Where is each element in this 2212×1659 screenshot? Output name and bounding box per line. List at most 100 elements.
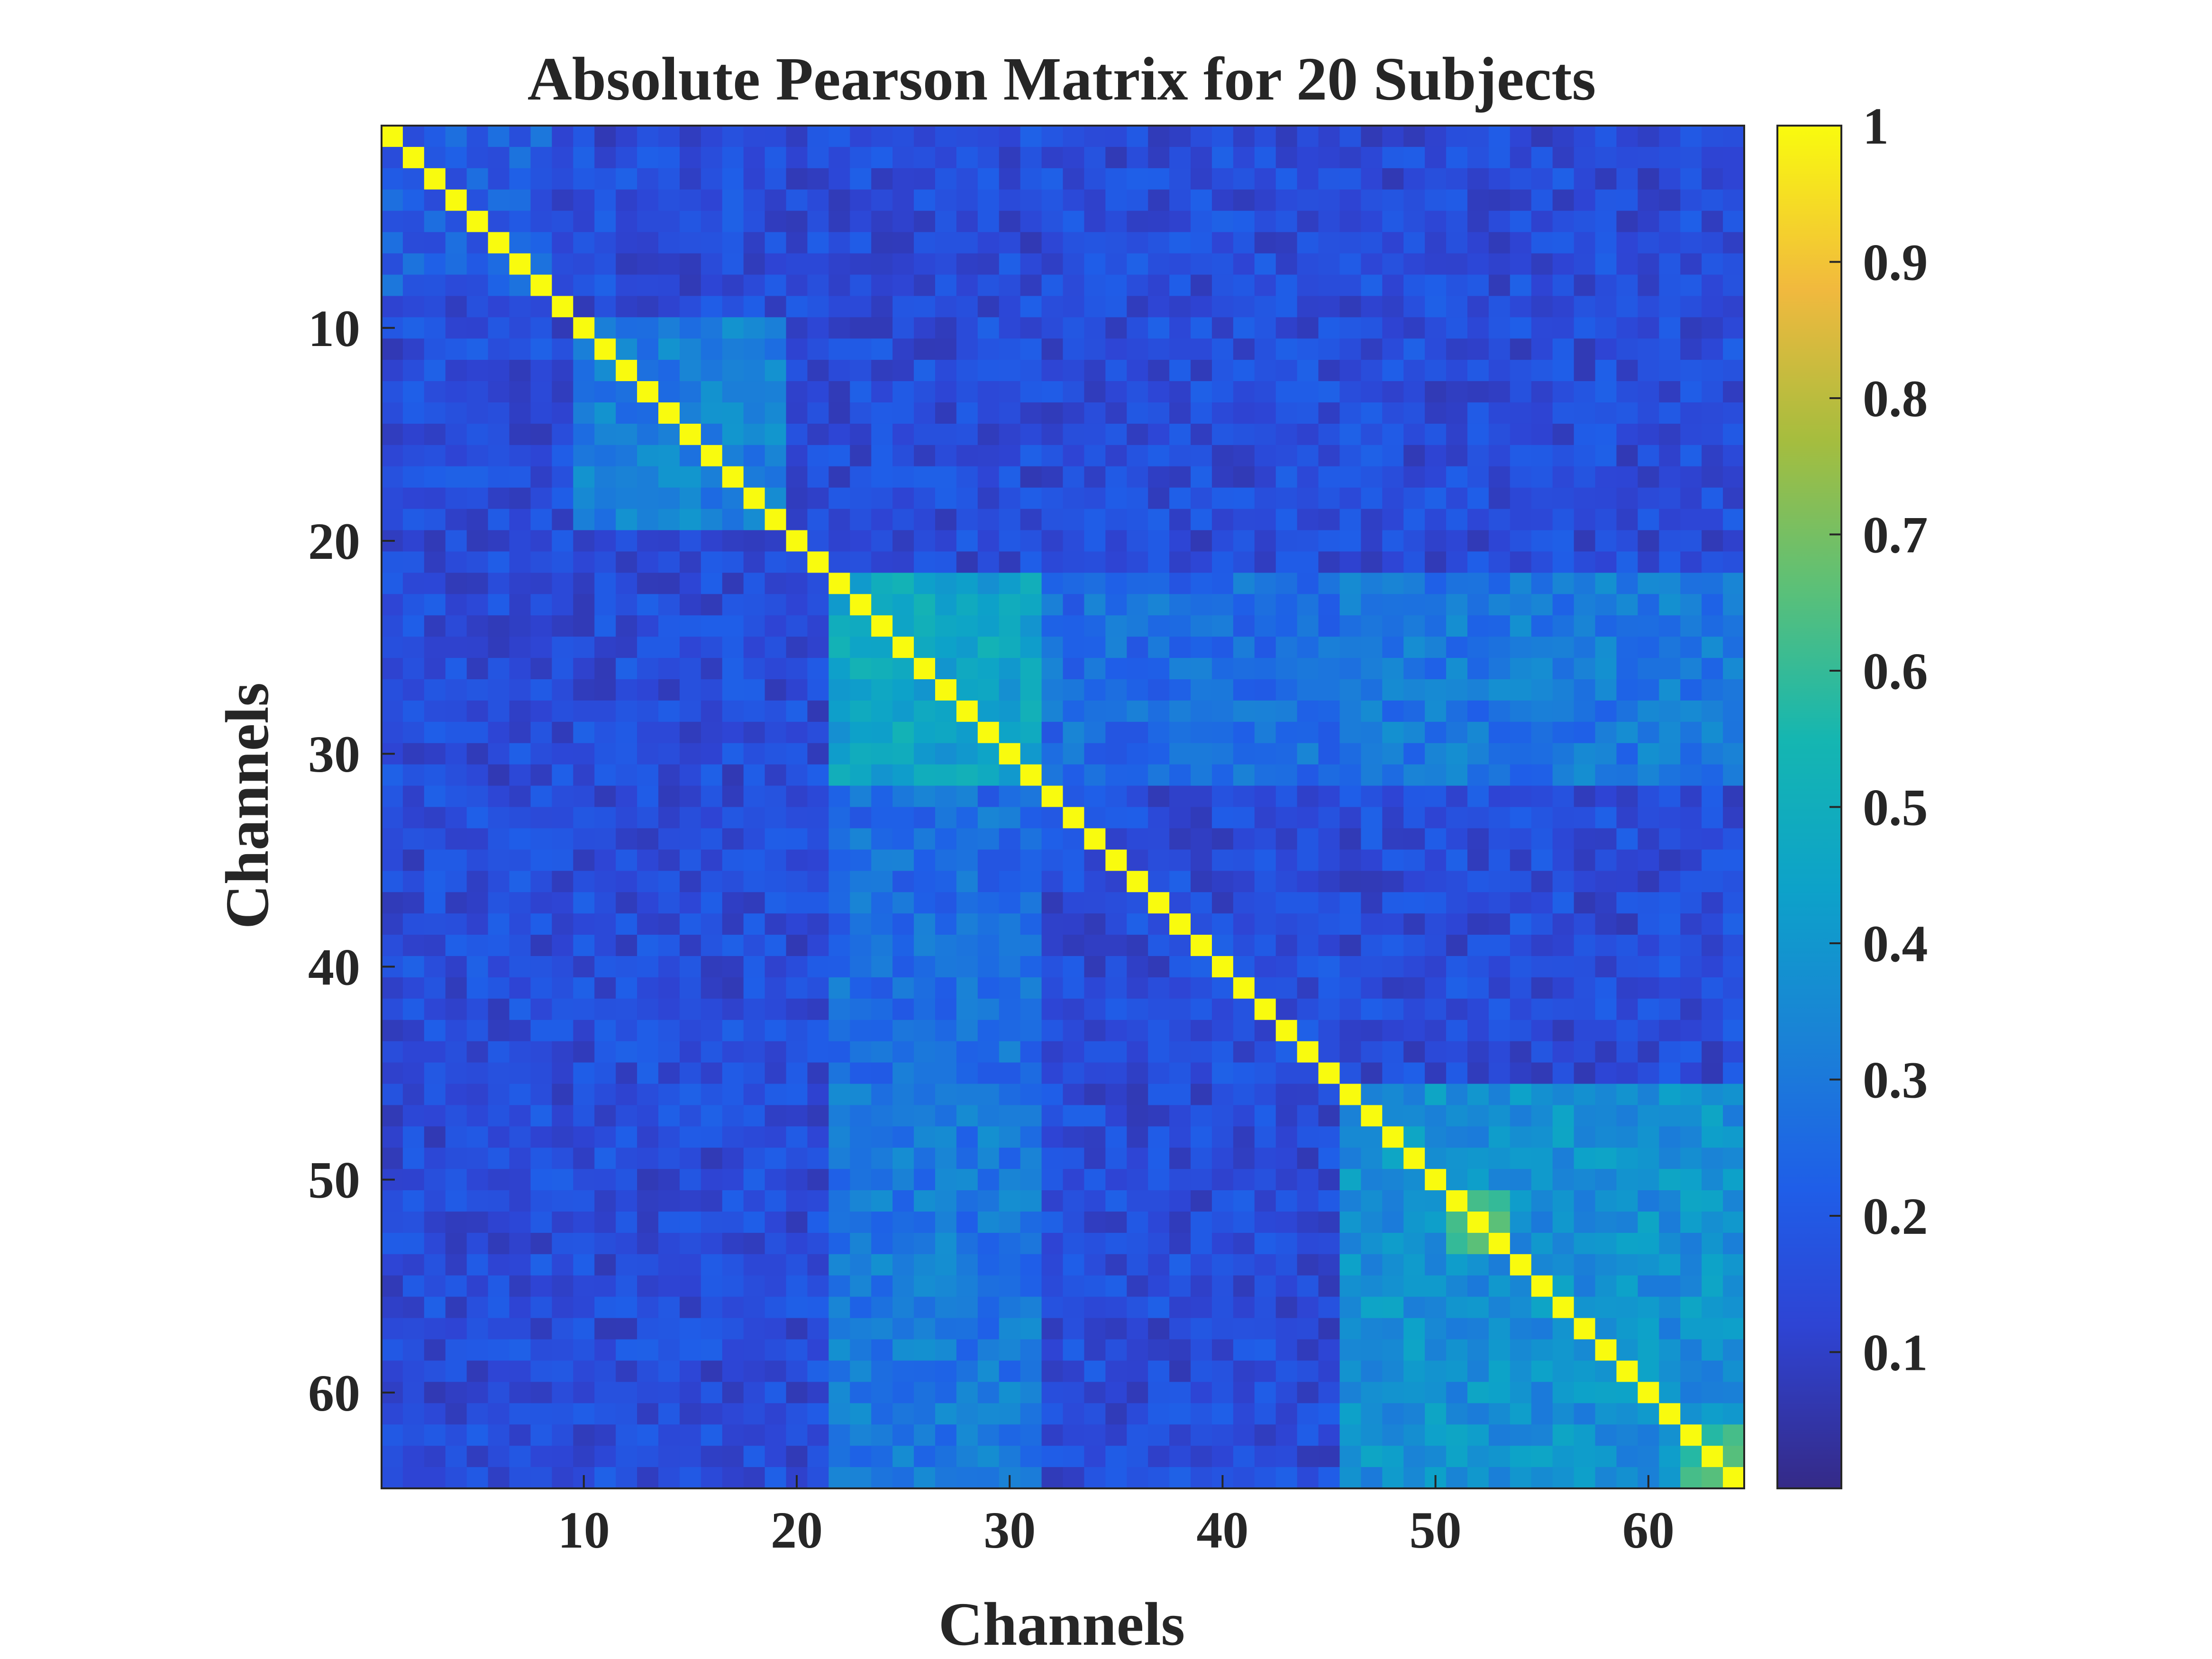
heatmap-cell [1297,1126,1319,1148]
heatmap-cell [679,1232,701,1255]
heatmap-cell [956,1232,978,1255]
heatmap-cell [1488,637,1511,658]
heatmap-cell [658,956,680,978]
heatmap-cell [892,1041,914,1063]
heatmap-cell [530,1382,552,1404]
heatmap-cell [679,487,701,510]
heatmap-cell [1574,317,1596,339]
heatmap-cell [1318,487,1340,510]
heatmap-cell [466,1212,489,1233]
heatmap-cell [1552,168,1575,190]
heatmap-cell [1105,402,1127,424]
heatmap-cell [594,381,616,403]
heatmap-cell [935,721,957,744]
heatmap-cell [807,1062,829,1085]
heatmap-cell [1148,551,1170,573]
heatmap-cell [594,1190,616,1212]
heatmap-cell [445,1148,467,1169]
heatmap-cell [743,1467,765,1489]
heatmap-cell [1680,743,1702,765]
heatmap-cell [1339,1360,1361,1382]
heatmap-cell [658,935,680,957]
heatmap-cell [1659,785,1681,808]
heatmap-cell [786,594,808,616]
heatmap-cell [1531,1084,1553,1105]
heatmap-cell [1616,594,1638,616]
heatmap-cell [807,764,829,786]
heatmap-cell [977,1084,1000,1105]
x-tick-label: 60 [1622,1501,1675,1559]
heatmap-cell [807,935,829,957]
heatmap-cell [914,445,936,467]
heatmap-cell [658,573,680,594]
heatmap-cell [488,189,510,211]
heatmap-cell [807,1424,829,1446]
heatmap-cell [1191,743,1212,765]
heatmap-cell [701,1232,723,1255]
heatmap-cell [466,615,489,637]
heatmap-cell [1723,1212,1745,1233]
heatmap-cell [1105,764,1127,786]
heatmap-cell [573,615,595,637]
heatmap-cell [382,1424,403,1446]
heatmap-cell [552,1275,573,1297]
heatmap-cell [1531,210,1553,233]
heatmap-cell [402,1275,425,1297]
heatmap-cell [637,551,659,573]
heatmap-cell [1616,338,1638,360]
heatmap-cell [765,743,787,765]
heatmap-cell [1488,892,1511,914]
heatmap-cell [1361,509,1383,531]
heatmap-cell [445,253,467,275]
heatmap-cell [1680,1467,1702,1489]
heatmap-cell [977,1360,1000,1382]
heatmap-cell [1638,1212,1659,1233]
heatmap-cell [977,573,1000,594]
heatmap-cell [1084,764,1106,786]
x-tick-label: 30 [983,1501,1036,1559]
heatmap-cell [977,168,1000,190]
heatmap-cell [701,1446,723,1468]
heatmap-cell [594,1126,616,1148]
heatmap-cell [1403,338,1425,360]
heatmap-cell [1595,956,1617,978]
heatmap-cell [1254,892,1276,914]
heatmap-cell [1169,977,1191,999]
heatmap-cell [1105,1318,1127,1340]
heatmap-cell [1105,466,1127,488]
heatmap-cell [402,1254,425,1276]
heatmap-cell [786,1424,808,1446]
heatmap-cell [1084,1467,1106,1489]
heatmap-cell [1488,573,1511,594]
heatmap-cell [1574,1424,1596,1446]
heatmap-cell [1041,573,1064,594]
heatmap-cell [679,1424,701,1446]
heatmap-cell [1723,913,1745,935]
heatmap-cell [892,1339,914,1361]
heatmap-cell [1063,1446,1085,1468]
heatmap-cell [999,1446,1021,1468]
heatmap-cell [573,892,595,914]
heatmap-cell [977,956,1000,978]
heatmap-cell [1127,828,1148,850]
heatmap-cell [1659,317,1681,339]
heatmap-cell [1488,807,1511,829]
heatmap-cell [1275,998,1298,1021]
heatmap-cell [679,764,701,786]
heatmap-cell [679,849,701,871]
heatmap-cell [1574,381,1596,403]
heatmap-cell [616,487,637,510]
heatmap-cell [1425,1446,1447,1468]
heatmap-cell [765,785,787,808]
heatmap-cell [722,253,744,275]
heatmap-cell [1382,998,1404,1021]
heatmap-cell [956,807,978,829]
heatmap-cell [701,1318,723,1340]
heatmap-cell [743,487,765,510]
heatmap-cell [1382,1105,1404,1127]
heatmap-cell [999,1403,1021,1425]
heatmap-cell [1063,1232,1085,1255]
heatmap-cell [1425,274,1447,296]
heatmap-cell [892,274,914,296]
heatmap-cell [1275,1467,1298,1489]
